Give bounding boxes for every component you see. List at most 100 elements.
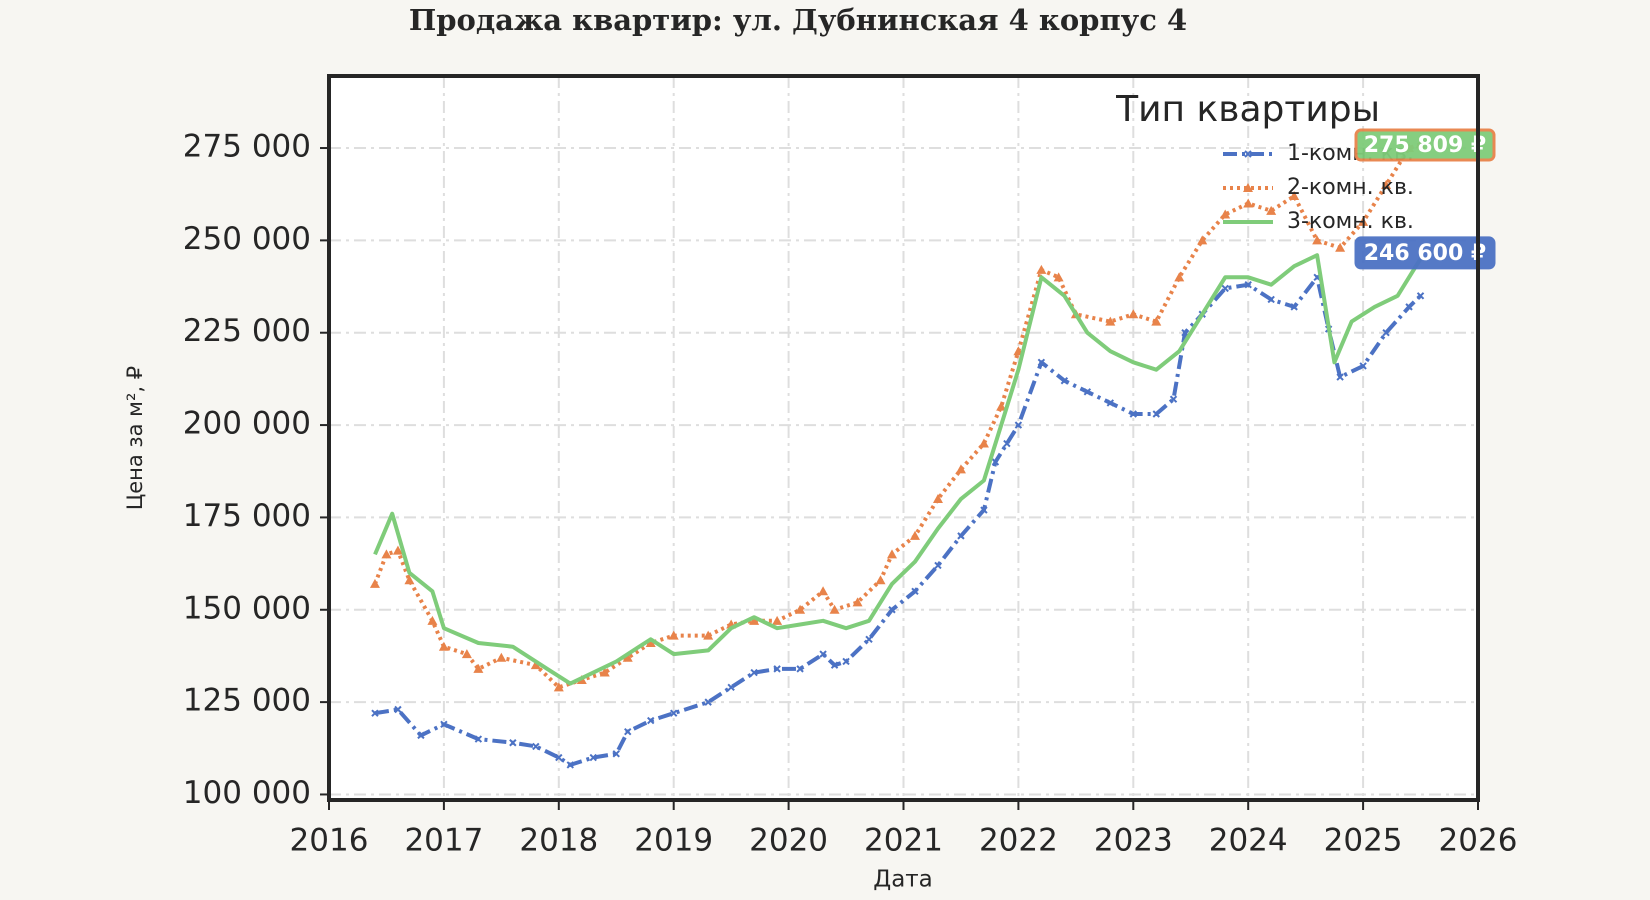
marker xyxy=(1197,235,1208,245)
marker xyxy=(911,587,919,596)
marker xyxy=(371,709,379,717)
marker xyxy=(842,657,850,666)
y-tick-label: 100 000 xyxy=(183,775,311,811)
marker xyxy=(532,742,540,751)
y-tick-label: 275 000 xyxy=(183,129,311,165)
marker xyxy=(932,493,943,503)
plot-frame xyxy=(327,74,1480,802)
marker xyxy=(566,761,574,769)
marker xyxy=(530,660,541,670)
marker xyxy=(496,652,507,662)
marker xyxy=(1151,316,1162,326)
x-axis-label: Дата xyxy=(873,867,933,893)
marker xyxy=(852,597,863,607)
marker xyxy=(991,458,1000,466)
annotation-label: 246 600 ₽ xyxy=(1364,241,1486,266)
marker xyxy=(1381,179,1392,189)
marker xyxy=(1336,373,1344,381)
marker xyxy=(1053,272,1064,282)
marker xyxy=(427,615,438,625)
marker xyxy=(509,739,517,747)
marker xyxy=(727,683,735,692)
marker xyxy=(669,709,678,717)
marker xyxy=(1290,303,1298,311)
marker xyxy=(818,586,829,596)
legend-label: 3-комн. кв. xyxy=(1287,209,1414,234)
x-tick-label: 2022 xyxy=(979,823,1058,859)
marker xyxy=(1152,410,1160,418)
annotation-label: 275 809 ₽ xyxy=(1364,133,1486,158)
annotation-box xyxy=(1354,236,1496,270)
marker xyxy=(1037,358,1046,366)
marker xyxy=(996,401,1007,411)
x-tick-label: 2021 xyxy=(864,823,943,859)
y-tick-label: 225 000 xyxy=(183,313,311,349)
x-tick-label: 2016 xyxy=(290,823,369,859)
marker xyxy=(1267,295,1275,304)
marker xyxy=(622,652,633,662)
series-line xyxy=(374,275,1422,767)
marker xyxy=(1243,198,1254,208)
marker xyxy=(440,720,448,728)
x-tick-label: 2017 xyxy=(404,823,483,859)
marker xyxy=(392,545,403,555)
marker xyxy=(829,604,840,614)
marker xyxy=(553,682,564,692)
x-tick-label: 2026 xyxy=(1439,823,1518,859)
marker xyxy=(875,575,886,585)
marker xyxy=(1105,316,1116,326)
marker xyxy=(404,575,415,585)
marker xyxy=(599,667,610,677)
marker xyxy=(645,638,656,648)
marker xyxy=(704,698,712,706)
marker xyxy=(394,705,402,714)
marker xyxy=(1266,205,1277,215)
x-tick-label: 2023 xyxy=(1094,823,1173,859)
marker xyxy=(668,630,679,640)
annotation-box xyxy=(1354,128,1496,162)
marker xyxy=(1169,395,1178,403)
marker xyxy=(1221,284,1229,293)
marker xyxy=(381,549,392,559)
marker xyxy=(1106,399,1115,407)
marker xyxy=(773,665,781,673)
marker xyxy=(1289,191,1300,201)
marker xyxy=(1335,242,1346,252)
marker xyxy=(474,735,483,743)
marker xyxy=(612,750,620,758)
marker xyxy=(473,663,484,673)
marker xyxy=(909,530,920,540)
marker xyxy=(438,641,449,651)
marker xyxy=(1083,388,1092,396)
y-axis-label: Цена за м², ₽ xyxy=(123,366,147,510)
marker xyxy=(589,753,597,762)
x-tick-label: 2018 xyxy=(519,823,598,859)
marker xyxy=(830,661,839,669)
marker xyxy=(819,650,827,658)
marker xyxy=(1359,362,1367,370)
marker xyxy=(555,753,563,762)
marker xyxy=(887,549,898,559)
marker xyxy=(1060,377,1069,385)
marker xyxy=(369,578,380,588)
marker xyxy=(957,532,965,540)
marker xyxy=(1003,439,1011,448)
marker xyxy=(796,665,804,673)
marker xyxy=(980,506,988,514)
marker xyxy=(888,606,896,614)
marker xyxy=(1129,410,1138,418)
x-tick-label: 2019 xyxy=(634,823,713,859)
series-line xyxy=(373,253,1423,686)
y-tick-label: 150 000 xyxy=(183,590,311,626)
marker xyxy=(1405,303,1413,311)
marker xyxy=(978,438,989,448)
marker xyxy=(647,716,655,725)
marker xyxy=(795,604,806,614)
legend-label: 2-комн. кв. xyxy=(1287,175,1414,200)
y-tick-label: 250 000 xyxy=(183,221,311,257)
marker xyxy=(1243,183,1253,192)
marker xyxy=(703,630,714,640)
marker xyxy=(749,615,760,625)
marker xyxy=(1174,272,1185,282)
